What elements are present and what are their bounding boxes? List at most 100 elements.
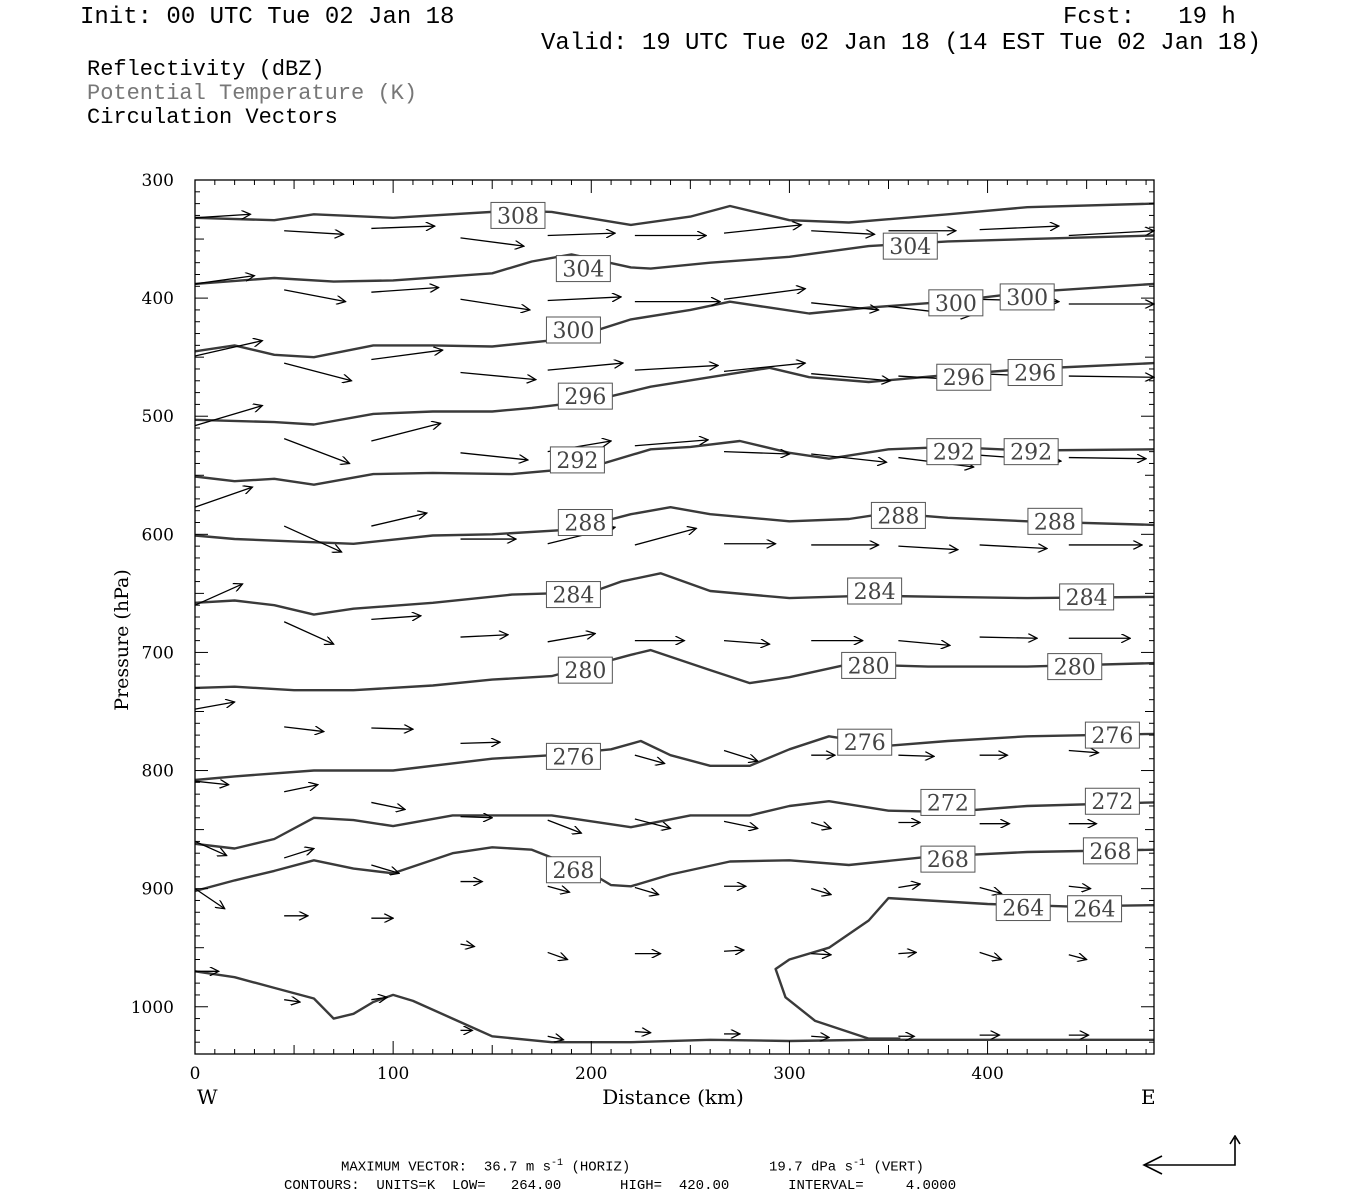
circulation-vector	[723, 749, 758, 761]
circulation-vector	[1068, 458, 1146, 459]
contour-label-box	[928, 289, 984, 317]
x-tick-label: 100	[377, 1064, 409, 1084]
circulation-vector	[634, 440, 708, 447]
contour-label-box	[1059, 583, 1115, 611]
contour-label: 300	[935, 292, 977, 317]
circulation-vector	[371, 226, 434, 228]
contour-label: 272	[1091, 790, 1133, 815]
contour-label: 280	[848, 654, 890, 679]
x-tick-label: 0	[190, 1064, 201, 1084]
circulation-vector	[284, 785, 318, 793]
circulation-vector	[547, 886, 570, 892]
circulation-vector	[283, 362, 351, 381]
circulation-vector	[194, 781, 229, 785]
contour-label-box	[545, 856, 601, 884]
contour-label-box	[847, 577, 903, 605]
circulation-vector	[460, 635, 509, 637]
contour-label: 304	[889, 235, 931, 260]
contour-label-box	[926, 438, 982, 466]
circulation-vector	[547, 1036, 564, 1040]
theta-contour-292	[194, 439, 1155, 486]
vert-unit-exponent: -1	[853, 1158, 866, 1169]
x-tick-label: 400	[971, 1064, 1003, 1084]
theta-contour-268	[194, 846, 1155, 893]
y-tick-label: 500	[142, 407, 174, 427]
contour-label-box	[557, 382, 613, 410]
contour-label: 288	[1034, 510, 1076, 535]
contour-label-box	[995, 894, 1051, 922]
theta-contour-304	[194, 234, 1155, 286]
circulation-vector	[371, 287, 438, 293]
circulation-vector	[811, 889, 831, 895]
contour-label-box	[545, 316, 601, 344]
circulation-vector	[194, 214, 250, 218]
contour-label-box	[920, 845, 976, 873]
contour-label: 280	[1054, 656, 1096, 681]
theta-contour-284	[194, 572, 1155, 616]
circulation-vector	[194, 584, 243, 606]
theta-contour-300	[194, 282, 1155, 359]
legend-circulation-vectors: Circulation Vectors	[87, 105, 338, 130]
contour-label: 268	[552, 859, 594, 884]
circulation-vector	[979, 637, 1037, 638]
horiz-unit-exponent: -1	[551, 1158, 564, 1169]
circulation-vector	[723, 950, 744, 951]
circulation-vector	[460, 237, 524, 246]
circulation-vector	[898, 755, 934, 756]
contour-label: 268	[1089, 840, 1131, 865]
contour-label-box	[1082, 837, 1138, 865]
circulation-vector	[811, 1036, 829, 1037]
circulation-vector	[724, 452, 789, 454]
contour-label-box	[1084, 787, 1140, 815]
circulation-vector	[634, 365, 718, 371]
max-vector-text: MAXIMUM VECTOR: 36.7 m s	[341, 1159, 552, 1176]
circulation-vector	[371, 350, 442, 361]
circulation-vector	[979, 545, 1047, 549]
contour-label-box	[920, 788, 976, 816]
contour-label-box	[1084, 721, 1140, 749]
theta-contour-276	[194, 732, 1155, 782]
contour-label: 264	[1002, 897, 1044, 922]
circulation-vector	[723, 641, 770, 645]
circulation-vector	[547, 634, 596, 643]
init-time: Init: 00 UTC Tue 02 Jan 18	[80, 4, 455, 31]
y-tick-label: 600	[142, 525, 174, 545]
contour-label-box	[870, 501, 926, 529]
circulation-vector	[284, 231, 343, 235]
contour-label-box	[549, 446, 605, 474]
y-tick-label: 1000	[131, 998, 174, 1018]
y-tick-label: 700	[142, 643, 174, 663]
contour-label: 276	[1091, 724, 1133, 749]
contour-label-box	[837, 728, 893, 756]
circulation-vector	[547, 819, 582, 833]
circulation-vector	[371, 997, 387, 999]
circulation-vector	[547, 297, 621, 301]
y-tick-label: 400	[142, 289, 174, 309]
contour-label: 308	[497, 204, 539, 229]
circulation-vector	[194, 487, 252, 508]
contour-label: 304	[562, 258, 604, 283]
circulation-vector	[283, 438, 349, 464]
circulation-vector	[283, 848, 314, 859]
circulation-vector	[194, 276, 254, 285]
circulation-vector	[898, 546, 957, 550]
x-tick-label: 300	[773, 1064, 805, 1084]
contour-label: 272	[927, 791, 969, 816]
contour-label: 284	[552, 584, 594, 609]
circulation-vector	[194, 406, 262, 427]
circulation-vector	[371, 616, 421, 620]
y-tick-label: 800	[142, 762, 174, 782]
circulation-vector	[979, 887, 1002, 893]
circulation-vector	[460, 742, 501, 743]
circulation-vector	[194, 341, 262, 357]
circulation-vector	[371, 728, 413, 729]
y-tick-label: 300	[142, 171, 174, 191]
circulation-vector	[283, 525, 341, 552]
theta-contour-308	[194, 202, 1155, 227]
valid-time: Valid: 19 UTC Tue 02 Jan 18 (14 EST Tue …	[541, 30, 1262, 57]
west-label: W	[197, 1085, 218, 1109]
circulation-vector	[194, 702, 235, 710]
circulation-vector	[283, 621, 334, 644]
contour-label-box	[1027, 507, 1083, 535]
circulation-vector	[460, 817, 493, 818]
